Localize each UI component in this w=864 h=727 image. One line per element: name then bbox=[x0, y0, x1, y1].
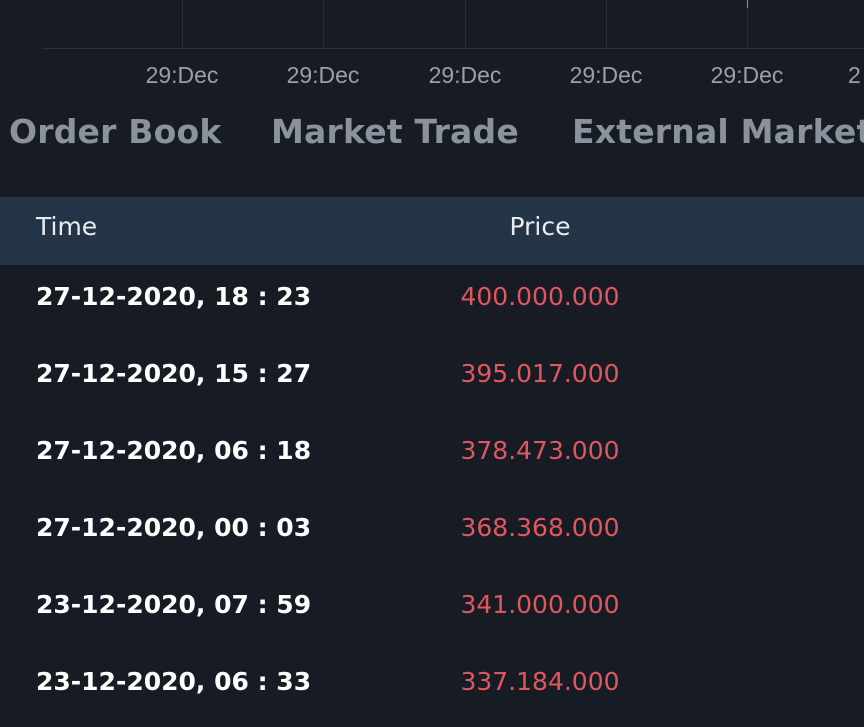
trade-row: 27-12-2020, 18 : 23 400.000.000 bbox=[0, 265, 864, 342]
chart-gridline bbox=[747, 0, 748, 48]
chart-crosshair-mark bbox=[747, 0, 748, 8]
column-header-time: Time bbox=[36, 212, 98, 241]
trade-row: 23-12-2020, 07 : 59 341.000.000 bbox=[0, 573, 864, 650]
trade-time: 23-12-2020, 06 : 33 bbox=[36, 667, 312, 696]
tab-market-trade[interactable]: Market Trade bbox=[271, 112, 519, 151]
trade-price: 395.017.000 bbox=[460, 359, 620, 388]
trade-row: 27-12-2020, 06 : 18 378.473.000 bbox=[0, 419, 864, 496]
chart-gridline bbox=[465, 0, 466, 48]
trade-price: 400.000.000 bbox=[460, 282, 620, 311]
x-axis-tick-label: 29:Dec bbox=[286, 62, 360, 88]
trade-list[interactable]: 27-12-2020, 18 : 23 400.000.000 27-12-20… bbox=[0, 265, 864, 727]
trade-time: 27-12-2020, 18 : 23 bbox=[36, 282, 312, 311]
column-header-price: Price bbox=[509, 212, 571, 241]
chart-gridline bbox=[323, 0, 324, 48]
tab-external-market[interactable]: External Market bbox=[572, 112, 864, 151]
tab-order-book[interactable]: Order Book bbox=[9, 112, 222, 151]
trade-price: 341.000.000 bbox=[460, 590, 620, 619]
trade-time: 27-12-2020, 06 : 18 bbox=[36, 436, 312, 465]
x-axis-tick-label: 29:Dec bbox=[569, 62, 643, 88]
x-axis-tick-label: 29:Dec bbox=[710, 62, 784, 88]
trade-time: 27-12-2020, 15 : 27 bbox=[36, 359, 312, 388]
x-axis-tick-label: 29:Dec bbox=[145, 62, 219, 88]
trade-row: 27-12-2020, 00 : 03 368.368.000 bbox=[0, 496, 864, 573]
chart-gridline bbox=[606, 0, 607, 48]
trade-row: 27-12-2020, 15 : 27 395.017.000 bbox=[0, 342, 864, 419]
trade-price: 337.184.000 bbox=[460, 667, 620, 696]
market-tabs: Order Book Market Trade External Market bbox=[0, 112, 864, 168]
x-axis-tick-label: 29:Dec bbox=[428, 62, 502, 88]
chart-gridline bbox=[182, 0, 183, 48]
trade-time: 27-12-2020, 00 : 03 bbox=[36, 513, 312, 542]
trade-time: 23-12-2020, 07 : 59 bbox=[36, 590, 312, 619]
price-chart[interactable]: 29:Dec 29:Dec 29:Dec 29:Dec 29:Dec 2 bbox=[0, 0, 864, 105]
x-axis-tick-label: 2 bbox=[848, 62, 861, 88]
trade-table-header: Time Price bbox=[0, 197, 864, 265]
trade-price: 378.473.000 bbox=[460, 436, 620, 465]
trade-price: 368.368.000 bbox=[460, 513, 620, 542]
trade-row: 23-12-2020, 06 : 33 337.184.000 bbox=[0, 650, 864, 727]
chart-x-axis-line bbox=[42, 48, 864, 49]
